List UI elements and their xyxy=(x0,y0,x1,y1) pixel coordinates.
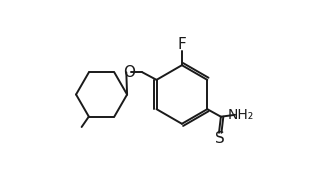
Text: S: S xyxy=(215,131,225,146)
Text: O: O xyxy=(123,65,135,80)
Text: NH₂: NH₂ xyxy=(228,108,254,122)
Text: F: F xyxy=(178,37,186,53)
